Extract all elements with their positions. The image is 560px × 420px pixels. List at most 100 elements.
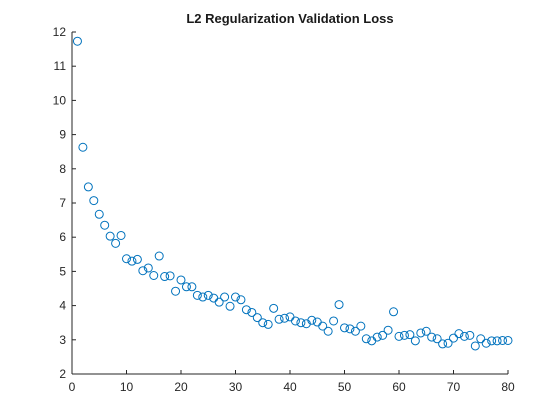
data-point (258, 318, 268, 328)
data-point (492, 336, 502, 346)
y-tick-label: 2 (59, 367, 66, 381)
data-point (89, 196, 99, 206)
data-point (487, 336, 497, 346)
data-point (307, 315, 317, 325)
data-point (231, 292, 240, 302)
data-point (122, 254, 131, 264)
data-point (236, 295, 246, 305)
data-point (334, 300, 344, 310)
x-tick-label: 70 (447, 380, 461, 394)
axes: 0 10 20 30 40 50 60 70 80 2 3 4 5 6 7 8 9 10 11 12 (53, 25, 515, 394)
data-point (296, 318, 306, 328)
chart-title: L2 Regularization Validation Loss (186, 11, 393, 26)
data-point (383, 325, 393, 335)
data-point (154, 251, 164, 261)
data-point (241, 305, 251, 315)
data-point (290, 316, 300, 326)
data-point (476, 334, 486, 344)
data-point (143, 263, 153, 273)
x-tick-label: 60 (392, 380, 406, 394)
data-points (72, 36, 513, 351)
data-point (340, 323, 349, 333)
data-point (225, 301, 235, 311)
data-point (389, 307, 399, 317)
y-tick-label: 8 (59, 162, 66, 176)
data-point (111, 238, 121, 248)
data-point (394, 331, 404, 341)
y-tick-label: 6 (59, 230, 66, 244)
y-tick-label: 3 (59, 333, 66, 347)
data-point (132, 254, 142, 264)
data-point (372, 332, 382, 342)
data-point (361, 334, 371, 344)
x-tick-label: 20 (174, 380, 188, 394)
x-tick-label: 0 (69, 380, 76, 394)
data-point (318, 321, 328, 331)
data-point (312, 317, 322, 327)
data-point (356, 321, 366, 331)
data-point (427, 332, 437, 342)
y-tick-label: 10 (53, 93, 67, 107)
data-point (443, 338, 453, 348)
data-point (454, 329, 464, 339)
data-point (176, 275, 186, 285)
data-point (367, 336, 377, 346)
data-point (127, 256, 137, 266)
data-point (138, 266, 148, 276)
data-point (399, 330, 409, 340)
data-point (410, 336, 420, 346)
data-point (171, 286, 181, 296)
data-point (105, 231, 115, 241)
data-point (149, 271, 159, 281)
data-point (438, 339, 448, 349)
data-point (181, 282, 191, 292)
data-point (481, 338, 491, 348)
y-tick-label: 12 (53, 25, 67, 39)
data-point (247, 307, 257, 317)
data-point (345, 324, 355, 334)
y-tick-label: 4 (59, 299, 66, 313)
x-tick-label: 40 (283, 380, 297, 394)
data-point (498, 335, 508, 345)
data-point (116, 230, 126, 240)
data-point (214, 297, 224, 307)
data-point (465, 330, 475, 340)
data-point (503, 335, 513, 345)
data-point (263, 319, 273, 329)
data-point (160, 272, 170, 282)
data-point (280, 313, 290, 323)
data-point (274, 314, 284, 324)
x-tick-label: 10 (120, 380, 134, 394)
data-point (416, 328, 426, 338)
data-point (285, 312, 295, 322)
data-point (350, 326, 360, 336)
data-point (187, 282, 197, 292)
data-point (165, 271, 175, 281)
x-tick-label: 80 (501, 380, 515, 394)
y-tick-label: 5 (59, 264, 66, 278)
x-tick-label: 30 (229, 380, 243, 394)
y-tick-label: 9 (59, 128, 66, 142)
data-point (378, 330, 388, 340)
data-point (83, 182, 93, 192)
data-point (449, 333, 458, 343)
data-point (220, 292, 230, 302)
x-tick-label: 50 (338, 380, 352, 394)
data-point (269, 303, 279, 313)
data-point (252, 313, 262, 323)
data-point (192, 290, 202, 300)
data-point (323, 326, 333, 336)
data-point (203, 290, 213, 300)
data-point (198, 292, 208, 302)
data-point (470, 341, 480, 351)
data-point (94, 209, 104, 219)
y-tick-label: 7 (59, 196, 66, 210)
data-point (405, 330, 415, 340)
data-point (100, 220, 110, 230)
data-point (421, 326, 431, 336)
data-point (78, 142, 88, 152)
data-point (329, 316, 339, 326)
y-tick-label: 11 (54, 59, 67, 73)
data-point (72, 36, 82, 46)
